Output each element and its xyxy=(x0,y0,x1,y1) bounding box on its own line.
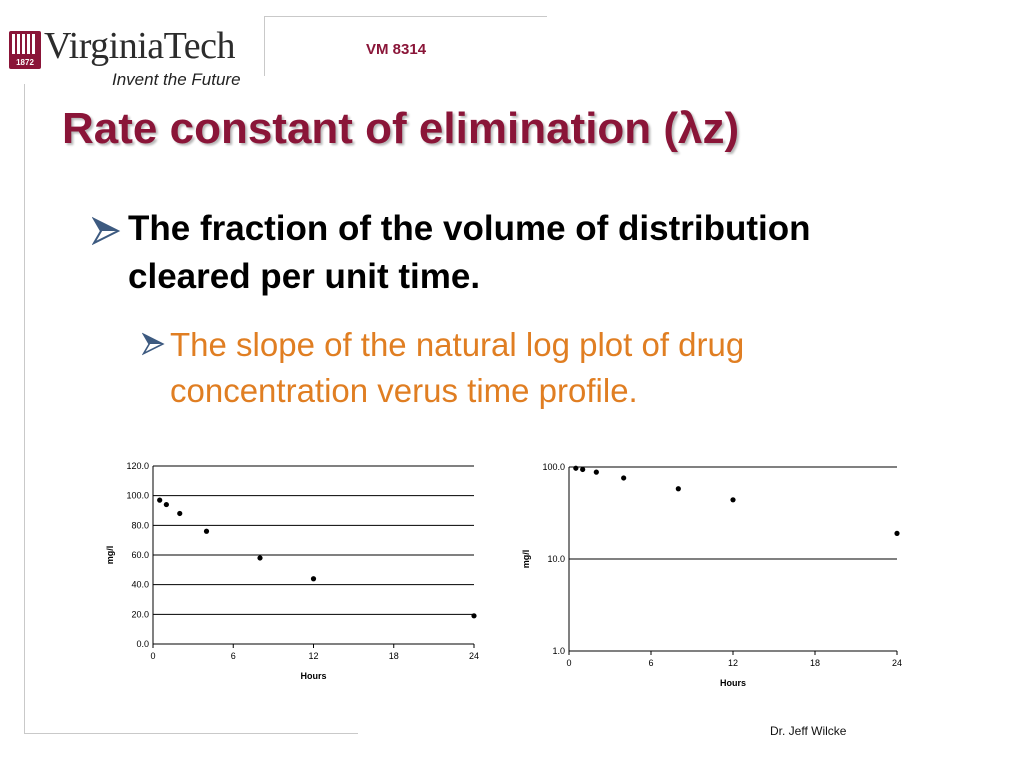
x-tick-label: 24 xyxy=(469,651,479,661)
y-tick-label: 1.0 xyxy=(552,646,565,656)
x-tick-label: 6 xyxy=(648,658,653,668)
x-axis-label: Hours xyxy=(300,671,326,681)
data-point xyxy=(310,576,317,582)
data-point xyxy=(730,497,736,503)
author-credit: Dr. Jeff Wilcke xyxy=(770,724,847,738)
x-tick-label: 12 xyxy=(728,658,738,668)
data-point xyxy=(675,486,681,492)
frame-vertical-line xyxy=(264,16,265,76)
logo-tagline: Invent the Future xyxy=(112,70,241,89)
course-code: VM 8314 xyxy=(366,41,427,58)
data-point xyxy=(573,465,579,471)
y-tick-label: 120.0 xyxy=(126,461,149,471)
virginia-tech-logo: 1872 VirginiaTech Invent the Future xyxy=(8,22,258,90)
frame-left-line xyxy=(24,84,25,734)
frame-top-line xyxy=(264,16,547,17)
data-point xyxy=(593,469,599,475)
x-tick-label: 12 xyxy=(308,651,318,661)
bullet-main: The fraction of the volume of distributi… xyxy=(128,209,811,296)
logo-year: 1872 xyxy=(16,58,34,67)
x-tick-label: 18 xyxy=(810,658,820,668)
x-tick-label: 0 xyxy=(566,658,571,668)
data-point xyxy=(163,501,169,508)
data-point xyxy=(177,510,183,517)
data-point xyxy=(257,555,263,561)
sub-bullet-arrow-icon xyxy=(142,332,165,356)
y-tick-label: 0.0 xyxy=(136,639,149,649)
y-tick-label: 20.0 xyxy=(131,609,149,619)
y-tick-label: 40.0 xyxy=(131,580,149,590)
x-tick-label: 6 xyxy=(231,651,236,661)
linear-concentration-chart: 0.0 20.0 40.0 60.0 80.0 100.0 120.0 0 6 12 18 24 Hou… xyxy=(105,461,479,681)
y-tick-label: 80.0 xyxy=(131,520,149,530)
bullet-arrow-icon xyxy=(92,216,121,246)
data-point xyxy=(894,530,900,536)
y-axis-label: mg/l xyxy=(105,546,115,565)
y-tick-label: 60.0 xyxy=(131,550,149,560)
y-tick-label: 100.0 xyxy=(126,491,149,501)
slide-title: Rate constant of elimination (λz) xyxy=(62,104,740,153)
y-tick-label: 100.0 xyxy=(542,462,565,472)
log-concentration-chart: 1.0 10.0 100.0 0 6 12 18 24 Hours mg/l xyxy=(521,462,902,688)
logo-wordmark: VirginiaTech xyxy=(44,25,235,67)
data-point xyxy=(621,475,627,481)
data-point xyxy=(203,528,210,534)
data-point xyxy=(580,466,586,473)
x-axis-label: Hours xyxy=(720,678,746,688)
data-point xyxy=(157,497,163,503)
bullet-sub: The slope of the natural log plot of dru… xyxy=(170,326,745,409)
y-axis-label: mg/l xyxy=(521,550,531,569)
data-point xyxy=(471,613,477,619)
frame-bottom-line xyxy=(24,733,358,734)
x-tick-label: 18 xyxy=(389,651,399,661)
x-tick-label: 0 xyxy=(150,651,155,661)
x-tick-label: 24 xyxy=(892,658,902,668)
shield-icon: 1872 xyxy=(9,31,41,69)
y-tick-label: 10.0 xyxy=(547,554,565,564)
